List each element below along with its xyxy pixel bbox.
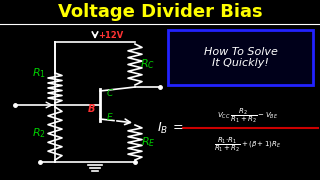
- Text: $R_1$: $R_1$: [32, 67, 46, 80]
- Text: C: C: [107, 89, 113, 98]
- Text: $\dfrac{R_1{\cdot}R_1}{R_1+R_2} + (\beta+1)R_E$: $\dfrac{R_1{\cdot}R_1}{R_1+R_2} + (\beta…: [214, 136, 282, 154]
- Text: =: =: [173, 122, 183, 134]
- Text: How To Solve
It Quickly!: How To Solve It Quickly!: [204, 47, 277, 68]
- Text: $R_2$: $R_2$: [32, 127, 46, 140]
- Text: B: B: [87, 104, 95, 114]
- Text: $R_E$: $R_E$: [141, 136, 155, 149]
- Text: $R_C$: $R_C$: [140, 58, 156, 71]
- Text: Voltage Divider Bias: Voltage Divider Bias: [58, 3, 262, 21]
- Bar: [168, 30, 313, 85]
- Text: $I_B$: $I_B$: [157, 120, 169, 136]
- Text: E: E: [107, 112, 113, 122]
- Text: $V_{CC}\;\dfrac{R_2}{R_1+R_2} - V_{BE}$: $V_{CC}\;\dfrac{R_2}{R_1+R_2} - V_{BE}$: [217, 107, 279, 125]
- Text: +12V: +12V: [98, 30, 123, 39]
